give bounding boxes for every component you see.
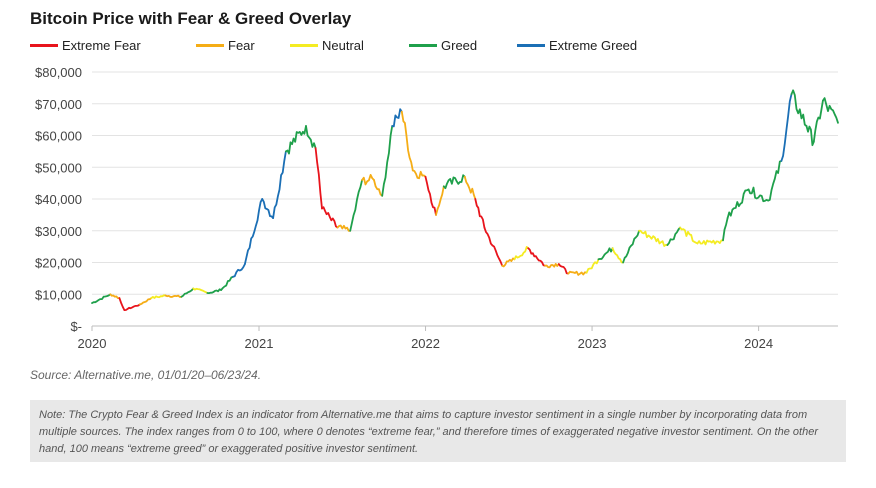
series-segment-extreme-fear	[123, 303, 141, 311]
series-segment-greed	[305, 125, 317, 150]
x-tick-label: 2022	[411, 336, 440, 351]
legend-label: Neutral	[322, 38, 364, 53]
y-tick-label: $80,000	[35, 65, 82, 80]
series-segment-fear	[164, 294, 183, 298]
series-segment-greed	[180, 287, 195, 298]
legend-item-neutral: Neutral	[290, 38, 364, 53]
series-segment-fear	[411, 169, 427, 180]
chart-title: Bitcoin Price with Fear & Greed Overlay	[30, 9, 352, 28]
series-segment-greed	[666, 226, 681, 246]
x-tick-label: 2024	[744, 336, 773, 351]
series-segment-fear	[336, 224, 352, 232]
legend-item-fear: Fear	[196, 38, 255, 53]
legend-swatch	[30, 44, 58, 47]
series-segment-greed	[722, 217, 729, 242]
y-tick-label: $-	[70, 319, 82, 334]
series-segment-extreme-fear	[474, 198, 486, 229]
series-segment-neutral	[513, 246, 530, 261]
series-segment-greed	[790, 89, 808, 127]
series-segment-greed	[206, 288, 222, 294]
x-tick-label: 2021	[245, 336, 274, 351]
legend-label: Extreme Greed	[549, 38, 638, 53]
series-segment-greed	[822, 97, 839, 124]
legend-label: Fear	[228, 38, 255, 53]
series-segment-extreme-greed	[780, 93, 793, 162]
legend-swatch	[196, 44, 224, 47]
series-segment-neutral	[611, 247, 624, 264]
series-segment-fear	[544, 263, 560, 269]
series-segment-greed	[220, 275, 234, 291]
series-segment-extreme-greed	[272, 150, 287, 219]
chart-legend: Extreme Fear Fear Neutral Greed Extreme Gree…	[0, 38, 876, 58]
legend-label: Extreme Fear	[62, 38, 141, 53]
y-tick-label: $70,000	[35, 97, 82, 112]
y-tick-label: $30,000	[35, 224, 82, 239]
series-segment-neutral	[585, 258, 600, 274]
series-segment-fear	[435, 185, 445, 216]
series-segment-extreme-fear	[424, 175, 437, 216]
series-segment-neutral	[192, 287, 209, 294]
series-segment-fear	[373, 179, 384, 197]
x-tick-label: 2020	[78, 336, 107, 351]
series-segment-extreme-fear	[527, 247, 546, 267]
series-segment-greed	[349, 179, 363, 232]
series-segment-extreme-greed	[232, 263, 246, 278]
series-segment-fear	[400, 110, 414, 172]
y-tick-label: $40,000	[35, 192, 82, 207]
series-segment-neutral	[679, 226, 699, 245]
series-segment-greed	[767, 160, 783, 202]
series-segment-neutral	[696, 239, 724, 246]
y-tick-label: $20,000	[35, 256, 82, 271]
series-segment-extreme-greed	[391, 108, 403, 128]
series-segment-fear	[361, 174, 375, 186]
series-segment-greed	[597, 247, 614, 261]
series-segment-extreme-fear	[118, 297, 126, 311]
source-caption: Source: Alternative.me, 01/01/20–06/23/2…	[30, 368, 262, 382]
series-segment-neutral	[638, 229, 669, 247]
series-segment-fear	[501, 257, 516, 268]
series-segment-extreme-fear	[483, 226, 504, 267]
series-segment-greed	[622, 229, 640, 264]
series-segment-greed	[381, 125, 394, 197]
y-tick-label: $50,000	[35, 160, 82, 175]
price-chart: $- $10,000 $20,000 $30,000 $40,000 $50,000 $60…	[35, 65, 839, 351]
series-segment-greed	[91, 293, 112, 304]
series-segment-greed	[812, 99, 824, 143]
series-segment-extreme-greed	[261, 198, 274, 219]
series-segment-fear	[109, 293, 121, 299]
series-segment-greed	[285, 125, 307, 155]
series-segment-greed	[726, 188, 750, 219]
legend-swatch	[409, 44, 437, 47]
series-segment-greed	[805, 125, 815, 147]
series-segment-extreme-fear	[557, 263, 570, 275]
legend-item-extreme-greed: Extreme Greed	[517, 38, 637, 53]
series-segment-greed	[442, 174, 466, 190]
series-segment-fear	[139, 297, 153, 306]
series-segment-extreme-greed	[244, 198, 264, 265]
legend-label: Greed	[441, 38, 478, 53]
y-tick-label: $10,000	[35, 287, 82, 302]
series-segment-extreme-fear	[314, 147, 323, 210]
legend-item-greed: Greed	[409, 38, 477, 53]
series-segment-greed	[747, 186, 770, 203]
series-segment-fear	[463, 175, 477, 200]
methodology-note: Note: The Crypto Fear & Greed Index is a…	[30, 400, 846, 462]
legend-swatch	[290, 44, 318, 47]
legend-item-extreme-fear: Extreme Fear	[30, 38, 141, 53]
series-segment-neutral	[150, 294, 167, 299]
series-segment-extreme-fear	[321, 206, 339, 229]
y-tick-label: $60,000	[35, 129, 82, 144]
series-segment-fear	[567, 270, 588, 276]
legend-swatch	[517, 44, 545, 47]
x-tick-label: 2023	[578, 336, 607, 351]
